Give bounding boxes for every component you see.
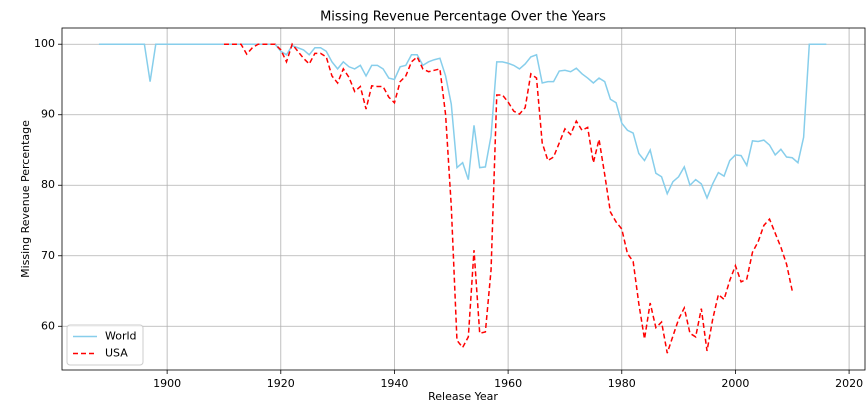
y-tick-label: 80 <box>41 178 55 191</box>
legend: World USA <box>66 324 144 366</box>
x-tick-label: 2000 <box>721 377 749 390</box>
y-tick-label: 70 <box>41 249 55 262</box>
y-axis-label: Missing Revenue Percentage <box>19 120 32 278</box>
legend-box <box>66 324 144 366</box>
x-tick-label: 1940 <box>380 377 408 390</box>
x-tick-label: 2020 <box>835 377 863 390</box>
plot-frame <box>61 27 866 371</box>
y-tick-label: 90 <box>41 108 55 121</box>
line-series <box>223 42 793 354</box>
y-tick-label: 60 <box>41 319 55 332</box>
x-tick-label: 1960 <box>494 377 522 390</box>
y-tick-label: 100 <box>34 37 55 50</box>
x-tick-label: 1980 <box>608 377 636 390</box>
x-tick-label: 1900 <box>153 377 181 390</box>
chart-title: Missing Revenue Percentage Over the Year… <box>320 10 606 25</box>
line-series <box>98 43 827 200</box>
x-tick-label: 1920 <box>267 377 295 390</box>
x-axis-label: Release Year <box>428 390 498 403</box>
legend-label: World <box>105 330 137 343</box>
legend-label: USA <box>105 347 128 360</box>
